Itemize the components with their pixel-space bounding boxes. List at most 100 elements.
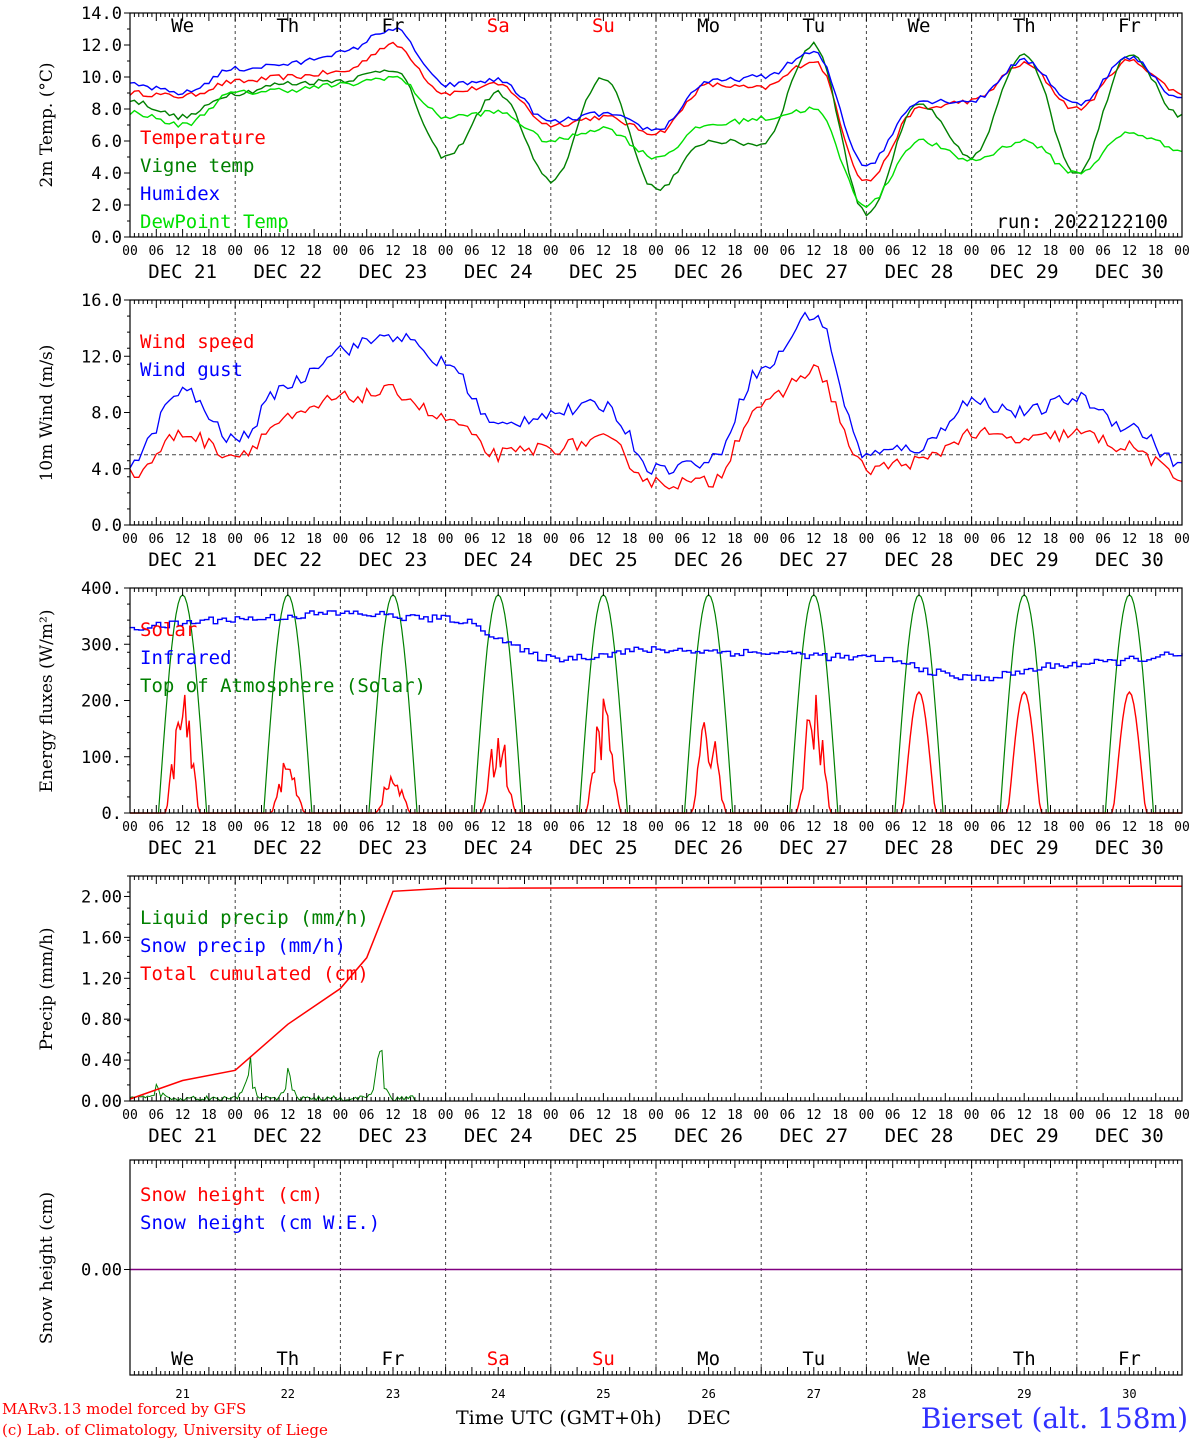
date-label: DEC 30 bbox=[1095, 261, 1164, 283]
y-tick-label: 400. bbox=[81, 579, 122, 599]
hour-tick-label: 18 bbox=[937, 820, 953, 835]
y-tick-label: 8.0 bbox=[91, 100, 122, 120]
date-label: DEC 25 bbox=[569, 837, 638, 859]
hour-tick-label: 00 bbox=[438, 1108, 454, 1123]
hour-tick-label: 06 bbox=[464, 820, 480, 835]
date-label: DEC 26 bbox=[674, 261, 743, 283]
hour-tick-label: 00 bbox=[1069, 244, 1085, 259]
date-label: DEC 26 bbox=[674, 549, 743, 571]
hour-tick-label: 06 bbox=[359, 532, 375, 547]
hour-tick-label: 06 bbox=[674, 532, 690, 547]
hour-tick-label: 00 bbox=[964, 820, 980, 835]
series-line bbox=[129, 75, 1183, 209]
lab-credit: (c) Lab. of Climatology, University of L… bbox=[2, 1421, 328, 1439]
y-tick-label: 12.0 bbox=[81, 347, 122, 367]
date-label: DEC 29 bbox=[990, 837, 1059, 859]
hour-tick-label: 06 bbox=[990, 244, 1006, 259]
hour-tick-label: 18 bbox=[517, 532, 533, 547]
month-label: DEC bbox=[687, 1407, 731, 1429]
hour-tick-label: 18 bbox=[201, 820, 217, 835]
hour-tick-label: 12 bbox=[490, 244, 506, 259]
hour-tick-label: 00 bbox=[122, 244, 138, 259]
date-label: DEC 24 bbox=[464, 549, 533, 571]
hour-tick-label: 18 bbox=[517, 820, 533, 835]
panel-frame bbox=[129, 587, 1183, 814]
solar-line bbox=[761, 694, 867, 814]
day-number: 25 bbox=[596, 1387, 610, 1401]
day-number: 24 bbox=[491, 1387, 505, 1401]
hour-tick-label: 18 bbox=[622, 1108, 638, 1123]
hour-tick-label: 06 bbox=[885, 532, 901, 547]
date-label: DEC 28 bbox=[885, 837, 954, 859]
hour-tick-label: 12 bbox=[1122, 244, 1138, 259]
y-tick-label: 200. bbox=[81, 692, 122, 712]
hour-tick-label: 06 bbox=[990, 532, 1006, 547]
hour-tick-label: 12 bbox=[596, 244, 612, 259]
solar-line bbox=[866, 690, 972, 814]
series-line bbox=[129, 363, 1183, 490]
hour-tick-label: 18 bbox=[517, 244, 533, 259]
hour-tick-label: 06 bbox=[148, 820, 164, 835]
hour-tick-label: 12 bbox=[385, 532, 401, 547]
grid-layer bbox=[130, 13, 1182, 1375]
y-tick-label: 300. bbox=[81, 635, 122, 655]
hour-tick-label: 00 bbox=[859, 1108, 875, 1123]
series-line bbox=[129, 41, 1183, 217]
date-label: DEC 21 bbox=[148, 1125, 217, 1147]
weekday-label: Sa bbox=[487, 1348, 510, 1370]
hour-tick-label: 18 bbox=[201, 532, 217, 547]
hour-tick-label: 18 bbox=[411, 532, 427, 547]
weekday-label: Mo bbox=[697, 1348, 720, 1370]
hour-tick-label: 12 bbox=[596, 1108, 612, 1123]
y-tick-label: 10.0 bbox=[81, 68, 122, 88]
hour-tick-label: 00 bbox=[227, 1108, 243, 1123]
y-tick-label: 2.0 bbox=[91, 196, 122, 216]
weekday-label: Su bbox=[592, 15, 615, 37]
hour-tick-label: 18 bbox=[937, 1108, 953, 1123]
hour-tick-label: 18 bbox=[306, 820, 322, 835]
date-label: DEC 30 bbox=[1095, 1125, 1164, 1147]
hour-tick-label: 00 bbox=[438, 244, 454, 259]
hour-tick-label: 06 bbox=[674, 1108, 690, 1123]
hour-tick-label: 12 bbox=[280, 1108, 296, 1123]
time-axis-title: Time UTC (GMT+0h) bbox=[456, 1407, 662, 1429]
hour-tick-label: 00 bbox=[753, 244, 769, 259]
y-tick-label: 14.0 bbox=[81, 4, 122, 24]
hour-tick-label: 00 bbox=[543, 532, 559, 547]
hour-tick-label: 00 bbox=[227, 820, 243, 835]
hour-tick-label: 18 bbox=[201, 244, 217, 259]
date-label: DEC 22 bbox=[253, 261, 322, 283]
hour-tick-label: 00 bbox=[227, 244, 243, 259]
hour-tick-label: 00 bbox=[543, 1108, 559, 1123]
hour-tick-label: 06 bbox=[569, 532, 585, 547]
axes-layer bbox=[124, 12, 1183, 1376]
hour-tick-label: 12 bbox=[175, 244, 191, 259]
hour-tick-label: 12 bbox=[280, 532, 296, 547]
hour-tick-label: 18 bbox=[411, 244, 427, 259]
date-label: DEC 22 bbox=[253, 1125, 322, 1147]
hour-tick-label: 18 bbox=[306, 1108, 322, 1123]
legend-entry: Vigne temp bbox=[140, 155, 254, 177]
y-axis-label: Energy fluxes (W/m²) bbox=[37, 610, 57, 793]
hour-tick-label: 12 bbox=[1122, 532, 1138, 547]
y-tick-label: 0.00 bbox=[81, 1092, 122, 1112]
hour-tick-label: 06 bbox=[990, 820, 1006, 835]
hour-tick-label: 12 bbox=[701, 244, 717, 259]
date-label: DEC 23 bbox=[359, 261, 428, 283]
y-tick-label: 0.0 bbox=[91, 228, 122, 248]
hour-tick-label: 00 bbox=[753, 820, 769, 835]
hour-tick-label: 06 bbox=[254, 1108, 270, 1123]
day-number: 30 bbox=[1122, 1387, 1136, 1401]
date-label: DEC 28 bbox=[885, 261, 954, 283]
date-label: DEC 22 bbox=[253, 837, 322, 859]
hour-tick-label: 12 bbox=[806, 1108, 822, 1123]
hour-tick-label: 18 bbox=[1148, 820, 1164, 835]
hour-tick-label: 00 bbox=[1174, 1108, 1190, 1123]
hour-tick-label: 00 bbox=[753, 532, 769, 547]
hour-tick-label: 12 bbox=[1016, 820, 1032, 835]
date-label: DEC 26 bbox=[674, 1125, 743, 1147]
hour-tick-label: 18 bbox=[1043, 820, 1059, 835]
day-number: 23 bbox=[386, 1387, 400, 1401]
legend-entry: Solar bbox=[140, 619, 197, 641]
hour-tick-label: 00 bbox=[859, 244, 875, 259]
